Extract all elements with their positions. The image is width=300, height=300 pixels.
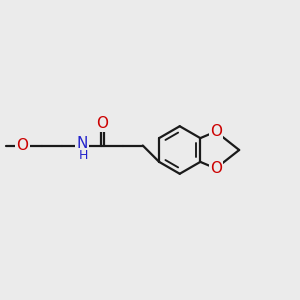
Text: O: O — [210, 124, 222, 139]
Text: O: O — [96, 116, 108, 131]
Text: H: H — [79, 149, 88, 162]
Text: O: O — [16, 138, 28, 153]
Text: N: N — [76, 136, 88, 151]
Text: O: O — [210, 161, 222, 176]
